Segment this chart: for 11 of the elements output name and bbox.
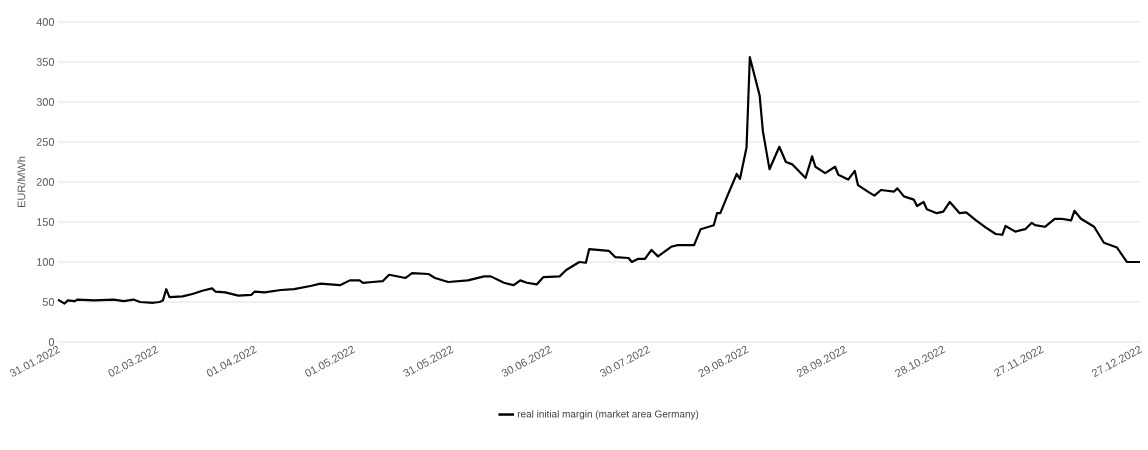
y-tick-label: 350: [36, 58, 55, 66]
y-tick-label: 200: [36, 178, 55, 186]
y-tick-label: 300: [36, 98, 55, 106]
legend-label: real initial margin (market area Germany): [517, 410, 699, 420]
y-tick-label: 50: [42, 298, 55, 306]
y-tick-label: 250: [36, 138, 55, 146]
y-tick-label: 400: [36, 18, 55, 26]
y-axis-title: EUR/MWh: [17, 156, 26, 207]
y-tick-label: 0: [48, 338, 55, 346]
y-tick-label: 150: [37, 218, 55, 226]
y-tick-label: 100: [37, 258, 55, 266]
